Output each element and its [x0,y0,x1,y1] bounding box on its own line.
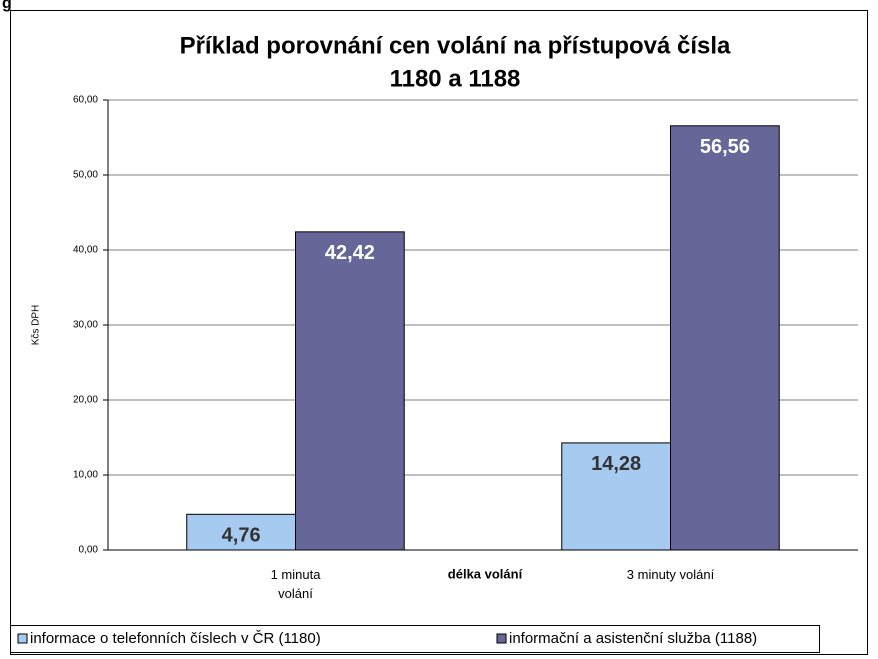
legend-label: informační a asistenční služba (1188) [509,630,757,647]
y-axis-label: Kčs DPH [31,305,42,346]
legend-swatch [17,633,28,644]
y-tick-label: 10,00 [73,470,98,481]
legend-label: informace o telefonních číslech v ČR (11… [30,630,321,647]
bar [670,125,780,551]
bar [295,231,405,551]
y-tick-label: 40,00 [73,245,98,256]
legend [10,625,820,653]
chart-frame [10,10,868,655]
chart-title: Příklad porovnání cen volání na přístupo… [180,32,731,59]
chart-subtitle: 1180 a 1188 [390,65,521,92]
y-tick-label: 20,00 [73,395,98,406]
data-label: 14,28 [591,453,641,475]
y-tick-label: 0,00 [79,545,99,556]
data-label: 42,42 [325,242,375,264]
y-tick-label: 60,00 [73,95,98,106]
y-tick-label: 50,00 [73,170,98,181]
x-tick-label: 1 minuta volání [270,567,321,601]
y-tick-label: 30,00 [73,320,98,331]
legend-swatch [496,633,507,644]
data-label: 4,76 [222,525,261,547]
x-tick-label: 3 minuty volání [626,567,715,582]
data-label: 56,56 [700,136,750,158]
x-axis-label: délka volání [448,566,523,581]
fragment: g [2,0,12,12]
